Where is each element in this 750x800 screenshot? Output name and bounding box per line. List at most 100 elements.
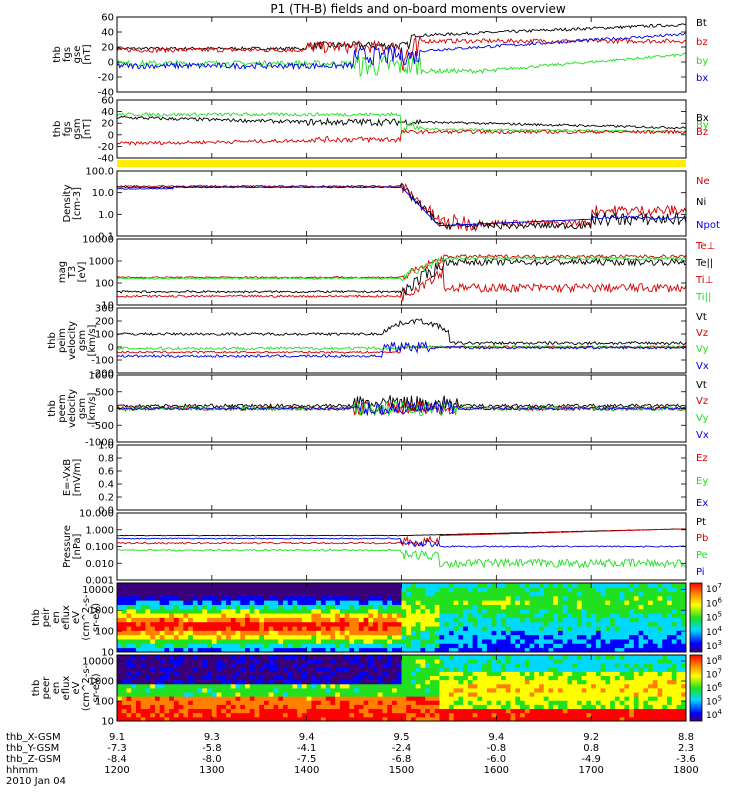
spectrogram-cell (439, 630, 445, 636)
spectrogram-cell (207, 683, 213, 689)
spectrogram-cell (178, 604, 184, 610)
spectrogram-cell (572, 608, 578, 614)
spectrogram-cell (515, 708, 521, 714)
spectrogram-cell (211, 608, 217, 614)
spectrogram-cell (368, 716, 374, 722)
spectrogram-cell (591, 688, 597, 693)
spectrogram-cell (306, 679, 312, 685)
spectrogram-cell (467, 600, 474, 605)
spectrogram-cell (643, 643, 649, 649)
spectrogram-cell (387, 626, 393, 631)
spectrogram-cell (221, 688, 227, 693)
spectrogram-cell (159, 630, 165, 636)
spectrogram-cell (534, 704, 540, 710)
spectrogram-cell (539, 667, 545, 672)
spectrogram-cell (415, 712, 421, 718)
spectrogram-cell (135, 621, 142, 627)
spectrogram-cell (188, 634, 194, 640)
spectrogram-cell (667, 630, 673, 636)
spectrogram-cell (349, 708, 355, 714)
spectrogram-cell (273, 643, 279, 649)
spectrogram-cell (145, 613, 151, 618)
spectrogram-cell (543, 608, 549, 614)
spectrogram-cell (410, 659, 417, 664)
spectrogram-cell (581, 600, 587, 605)
spectrogram-cell (268, 595, 274, 601)
spectrogram-cell (548, 608, 554, 614)
spectrogram-cell (254, 613, 260, 618)
spectrogram-cell (202, 613, 208, 618)
spectrogram-cell (339, 630, 345, 636)
spectrogram-cell (562, 679, 568, 685)
spectrogram-cell (491, 608, 497, 614)
spectrogram-cell (600, 708, 606, 714)
spectrogram-cell (126, 595, 132, 601)
spectrogram-cell (671, 667, 677, 672)
spectrogram-cell (553, 712, 559, 718)
spectrogram-cell (671, 708, 677, 714)
spectrogram-cell (316, 639, 322, 644)
spectrogram-cell (572, 712, 578, 718)
spectrogram-cell (254, 643, 260, 649)
spectrogram-cell (358, 595, 364, 601)
spectrogram-cell (240, 613, 246, 618)
spectrogram-cell (439, 696, 445, 701)
spectrogram-cell (216, 712, 222, 718)
spectrogram-cell (638, 692, 644, 697)
spectrogram-cell (330, 659, 336, 664)
spectrogram-cell (610, 675, 616, 681)
spectrogram-cell (534, 608, 540, 614)
y-tick-label: -100 (91, 356, 114, 367)
spectrogram-cell (358, 692, 364, 697)
spectrogram-cell (254, 708, 260, 714)
spectrogram-cell (444, 683, 450, 689)
spectrogram-cell (373, 688, 379, 693)
spectrogram-cell (192, 647, 199, 653)
spectrogram-cell (619, 671, 625, 677)
spectrogram-cell (216, 608, 222, 614)
spectrogram-cell (183, 704, 189, 710)
spectrogram-cell (520, 604, 526, 610)
spectrogram-cell (226, 712, 232, 718)
spectrogram-cell (671, 675, 677, 681)
spectrogram-cell (605, 671, 611, 677)
spectrogram-cell (448, 604, 455, 610)
spectrogram-cell (591, 692, 597, 697)
spectrogram-cell (259, 667, 265, 672)
spectrogram-cell (520, 675, 526, 681)
spectrogram-cell (491, 626, 497, 631)
spectrogram-cell (591, 696, 597, 701)
spectrogram-cell (131, 626, 137, 631)
spectrogram-cell (368, 621, 374, 627)
spectrogram-cell (491, 671, 497, 677)
spectrogram-cell (235, 700, 241, 705)
spectrogram-cell (192, 655, 199, 660)
spectrogram-cell (420, 634, 426, 640)
spectrogram-cell (339, 634, 345, 640)
spectrogram-cell (482, 712, 488, 718)
spectrogram-cell (192, 688, 199, 693)
spectrogram-cell (619, 639, 625, 644)
spectrogram-cell (572, 683, 578, 689)
spectrogram-cell (202, 704, 208, 710)
spectrogram-cell (226, 630, 232, 636)
spectrogram-cell (667, 647, 673, 653)
spectrogram-cell (648, 639, 654, 644)
spectrogram-cell (671, 704, 677, 710)
spectrogram-cell (202, 712, 208, 718)
spectrogram-cell (211, 696, 217, 701)
spectrogram-cell (410, 600, 417, 605)
spectrogram-cell (316, 679, 322, 685)
spectrogram-cell (164, 683, 170, 689)
legend-entry-Pi: Pi (696, 567, 705, 578)
spectrogram-cell (230, 716, 236, 722)
spectrogram-cell (429, 630, 436, 636)
spectrogram-cell (207, 655, 213, 660)
spectrogram-cell (135, 617, 142, 623)
spectrogram-cell (491, 647, 497, 653)
spectrogram-cell (344, 621, 350, 627)
spectrogram-cell (363, 608, 369, 614)
spectrogram-cell (581, 647, 587, 653)
spectrogram-cell (619, 587, 625, 593)
spectrogram-cell (173, 708, 180, 714)
